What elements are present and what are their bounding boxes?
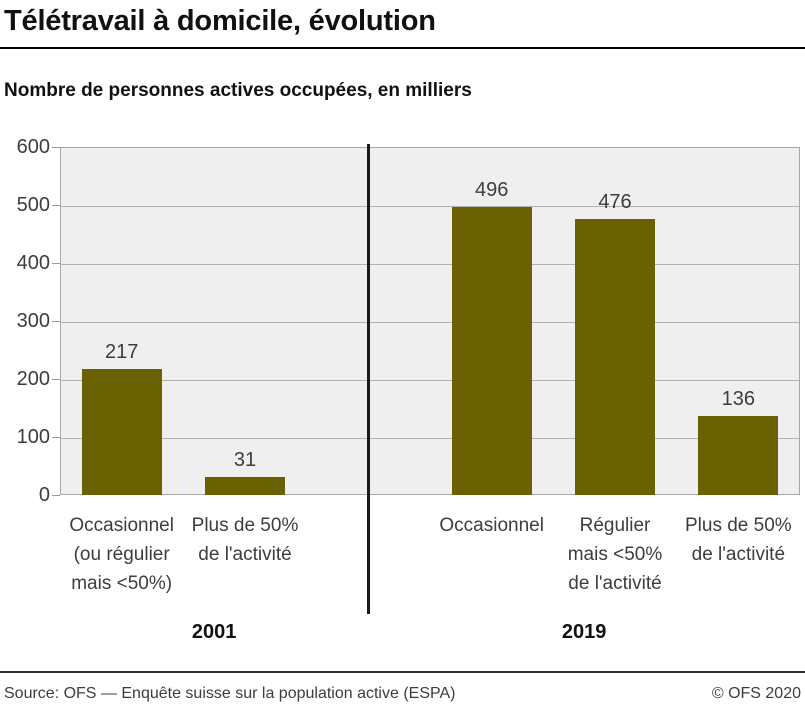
bar-value-label: 136 xyxy=(721,388,756,411)
group-label: 2019 xyxy=(561,621,607,643)
category-label-line: mais <50% xyxy=(567,544,663,565)
footer: Source: OFS — Enquête suisse sur la popu… xyxy=(4,684,801,704)
y-axis-tick xyxy=(52,205,60,206)
category-label-line: de l'activité xyxy=(691,544,786,565)
category-label: Plus de 50% de l'activité xyxy=(660,511,805,569)
category-label-line: Plus de 50% xyxy=(191,515,299,536)
gridline xyxy=(61,264,799,265)
chart: 0 100 200 300 400 500 600 217 Occasionnel (ou rég… xyxy=(0,136,805,655)
bar xyxy=(575,218,655,495)
bar xyxy=(698,416,779,495)
bar xyxy=(451,207,532,495)
y-axis-tick xyxy=(52,379,60,380)
group-label: 2001 xyxy=(191,621,237,643)
category-label: Plus de 50% de l'activité xyxy=(167,511,323,569)
bar xyxy=(81,369,162,495)
source-text: Source: OFS — Enquête suisse sur la popu… xyxy=(4,685,456,702)
gridline xyxy=(61,322,799,323)
category-label-line: mais <50%) xyxy=(71,573,173,594)
y-axis-tick-label: 300 xyxy=(16,310,50,332)
bar-value-label: 476 xyxy=(598,190,632,213)
y-axis-tick-label: 100 xyxy=(16,426,50,448)
category-label-line: Occasionnel xyxy=(69,515,174,536)
y-axis-tick xyxy=(52,321,60,322)
y-axis-tick xyxy=(52,263,60,264)
y-axis-tick-label: 600 xyxy=(16,136,50,158)
bar-value-label: 217 xyxy=(104,341,139,364)
bar-value-label: 31 xyxy=(233,449,257,472)
footer-divider xyxy=(0,671,805,673)
category-label-line: (ou régulier xyxy=(73,544,170,565)
page-title: Télétravail à domicile, évolution xyxy=(4,5,436,37)
category-label: Occasionnel xyxy=(414,511,570,540)
plot-area xyxy=(60,147,800,495)
y-axis-tick xyxy=(52,147,60,148)
bar-value-label: 496 xyxy=(474,179,509,202)
gridline xyxy=(61,438,799,439)
category-label-line: Occasionnel xyxy=(439,515,544,536)
title-divider xyxy=(0,47,805,49)
y-axis-tick xyxy=(52,437,60,438)
y-axis-tick xyxy=(52,495,60,496)
y-axis-tick-label: 400 xyxy=(16,252,50,274)
y-axis-tick-label: 200 xyxy=(16,368,50,390)
bar xyxy=(205,477,285,495)
group-divider xyxy=(366,144,370,614)
category-label-line: Régulier xyxy=(579,515,651,536)
category-label-line: Plus de 50% xyxy=(684,515,792,536)
category-label-line: de l'activité xyxy=(198,544,292,565)
chart-subtitle: Nombre de personnes actives occupées, en… xyxy=(4,80,472,101)
gridline xyxy=(61,380,799,381)
category-label: Occasionnel (ou régulier mais <50%) xyxy=(44,511,200,598)
copyright-text: © OFS 2020 xyxy=(711,685,801,702)
category-label-line: de l'activité xyxy=(568,573,662,594)
category-label: Régulier mais <50% de l'activité xyxy=(537,511,693,598)
y-axis-tick-label: 0 xyxy=(38,484,50,506)
gridline xyxy=(61,206,799,207)
y-axis-tick-label: 500 xyxy=(16,194,50,216)
